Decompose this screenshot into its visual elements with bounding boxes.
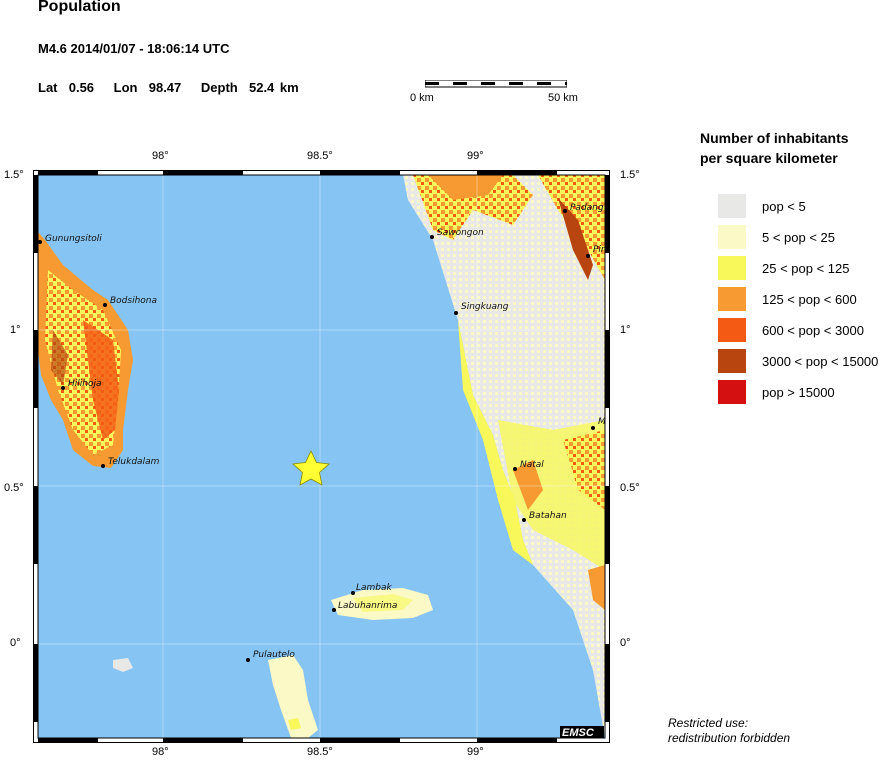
legend-label: 5 < pop < 25 [762,229,836,245]
legend-label: pop < 5 [762,198,806,214]
place-sawongon: Sawongon [437,228,484,238]
population-map: Gunungsitoli Bodsihona Hilihoja Telukdal… [33,170,610,743]
x-tick-top-98: 98° [152,150,169,162]
legend-swatch [718,256,746,280]
y-tick-left-0: 0° [10,637,21,649]
place-singkuang: Singkuang [461,302,509,312]
legend-item: 3000 < pop < 15000 [718,349,878,373]
depth-readout: Depth 52.4 km [200,80,299,95]
place-hilihoja: Hilihoja [68,379,102,389]
legend-swatch [718,225,746,249]
place-telukdalam: Telukdalam [108,457,160,467]
scale-bar [425,80,567,88]
legend-item: 25 < pop < 125 [718,256,849,280]
sumatra-mainland [403,175,605,738]
legend-label: 3000 < pop < 15000 [762,353,879,369]
x-tick-top-99: 99° [467,150,484,162]
y-tick-right-0: 0° [620,637,631,649]
scale-end-label: 50 km [548,92,578,104]
map-frame [33,170,610,743]
legend-item: 125 < pop < 600 [718,287,857,311]
legend-item: 600 < pop < 3000 [718,318,864,342]
legend-title: Number of inhabitants per square kilomet… [700,130,849,166]
place-gunungsitoli: Gunungsitoli [45,234,102,244]
lon-readout: Lon 98.47 [113,80,182,95]
usage-notice: Restricted use: redistribution forbidden [668,716,791,745]
x-tick-bottom-99: 99° [467,746,484,758]
legend-item: pop < 5 [718,194,806,218]
emsc-logo-text: EMSC [562,727,595,739]
emsc-logo [560,726,604,738]
place-markers: Gunungsitoli Bodsihona Hilihoja Telukdal… [38,203,607,662]
event-location: Lat 0.56 Lon 98.47 Depth 52.4 km [38,80,313,95]
epicenter-star-icon [292,450,330,486]
x-tick-bottom-98.5: 98.5° [307,746,333,758]
y-tick-right-1: 1° [620,324,631,336]
south-island [331,588,433,620]
legend-label: 600 < pop < 3000 [762,322,864,338]
x-tick-top-98.5: 98.5° [307,150,333,162]
legend-label: 25 < pop < 125 [762,260,850,276]
lat-readout: Lat 0.56 [38,80,95,95]
legend-swatch [718,194,746,218]
place-labuhanrima: Labuhanrima [338,601,397,611]
nias-island [38,232,133,468]
event-summary: M4.6 2014/01/07 - 18:06:14 UTC [38,41,230,56]
place-pin: Pin [593,245,607,255]
place-batahan: Batahan [529,511,567,521]
place-pulautelo: Pulautelo [253,650,295,660]
graticule [38,175,605,738]
place-padang: Padang [570,203,604,213]
place-natal: Natal [520,460,544,470]
legend-item: pop > 15000 [718,380,835,404]
legend-label: pop > 15000 [762,384,835,400]
y-tick-left-1.5: 1.5° [4,169,24,181]
pulautelo-islands [113,655,318,738]
y-tick-right-0.5: 0.5° [620,482,640,494]
y-tick-left-0.5: 0.5° [4,482,24,494]
legend-swatch [718,380,746,404]
place-bodsihona: Bodsihona [110,296,157,306]
place-lambak: Lambak [356,583,393,593]
legend-swatch [718,287,746,311]
legend-swatch [718,349,746,373]
place-m: M [598,417,606,427]
scale-start-label: 0 km [410,92,434,104]
y-tick-left-1: 1° [10,324,21,336]
y-tick-right-1.5: 1.5° [620,169,640,181]
legend-item: 5 < pop < 25 [718,225,835,249]
legend-label: 125 < pop < 600 [762,291,857,307]
x-tick-bottom-98: 98° [152,746,169,758]
legend-swatch [718,318,746,342]
map-title: Population [38,0,121,15]
